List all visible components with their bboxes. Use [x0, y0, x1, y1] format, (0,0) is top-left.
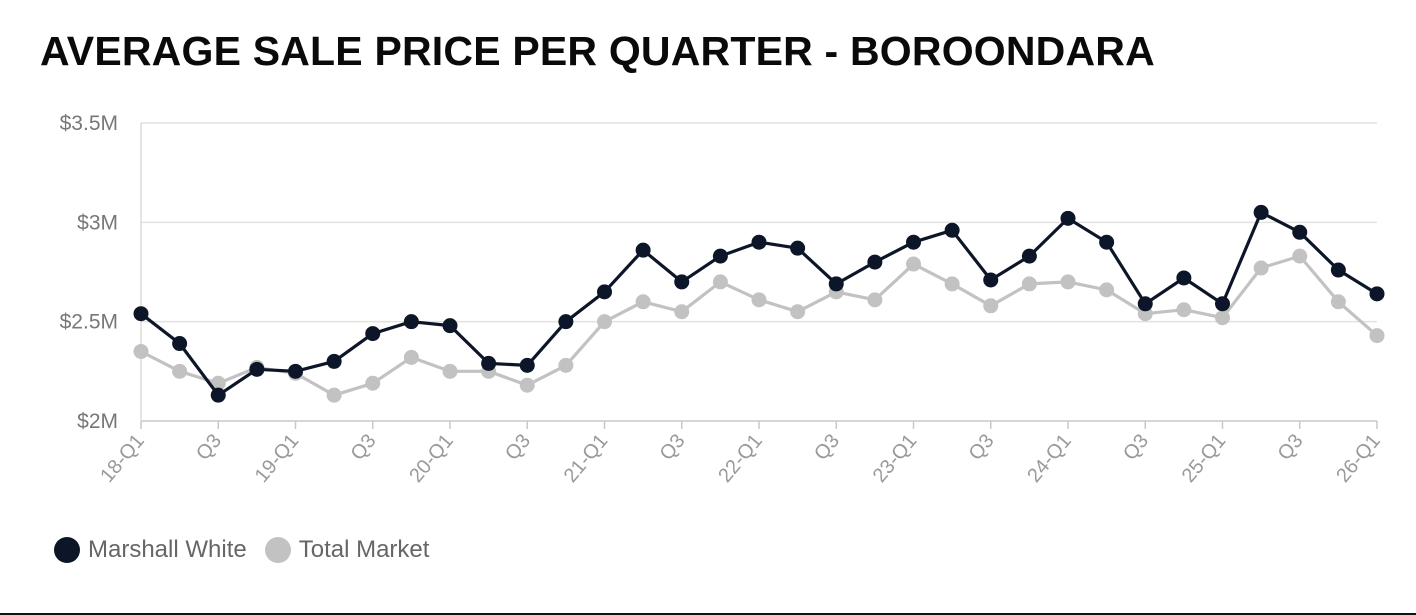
- data-point-total-market: [906, 256, 921, 272]
- legend: Marshall White Total Market: [54, 536, 429, 564]
- bottom-divider: [0, 613, 1416, 615]
- data-point-marshall-white: [828, 276, 844, 292]
- data-point-total-market: [1176, 302, 1192, 318]
- data-point-marshall-white: [519, 357, 535, 373]
- data-point-total-market: [635, 294, 651, 310]
- data-point-total-market: [519, 377, 535, 393]
- data-point-total-market: [1292, 248, 1308, 264]
- data-point-total-market: [674, 304, 690, 320]
- x-tick-label: Q3: [656, 430, 690, 465]
- series-total-market: [133, 248, 1385, 403]
- data-point-total-market: [1369, 328, 1385, 344]
- x-tick-label: Q3: [1274, 430, 1308, 465]
- legend-item-total-market: Total Market: [264, 536, 430, 564]
- data-point-marshall-white: [210, 387, 226, 403]
- chart-title: AVERAGE SALE PRICE PER QUARTER - BOROOND…: [40, 28, 1155, 74]
- data-point-marshall-white: [172, 336, 188, 352]
- y-tick-label: $3M: [77, 211, 118, 234]
- data-point-total-market: [1099, 282, 1115, 298]
- data-point-marshall-white: [365, 326, 381, 342]
- data-point-total-market: [1060, 274, 1076, 290]
- data-point-marshall-white: [867, 254, 883, 270]
- x-axis: 18-Q1 Q3 19-Q1 Q3 20-Q1 Q3 21-Q1 Q3 22-Q1 Q3 23-Q1…: [96, 421, 1385, 487]
- data-point-marshall-white: [133, 306, 149, 322]
- data-point-total-market: [983, 298, 999, 314]
- data-point-marshall-white: [751, 234, 767, 250]
- series-line-total-market: [140, 254, 1379, 397]
- x-tick-label: Q3: [192, 430, 226, 465]
- data-point-marshall-white: [983, 272, 999, 288]
- data-point-marshall-white: [249, 361, 265, 377]
- data-point-total-market: [326, 387, 342, 403]
- data-point-total-market: [1330, 294, 1346, 310]
- data-point-marshall-white: [944, 222, 960, 238]
- data-point-total-market: [1253, 260, 1269, 276]
- data-point-total-market: [712, 274, 728, 290]
- data-point-marshall-white: [1330, 262, 1346, 278]
- data-point-total-market: [790, 304, 806, 320]
- data-point-marshall-white: [1176, 270, 1192, 286]
- data-point-marshall-white: [1215, 296, 1230, 312]
- x-tick-label: 18-Q1: [96, 430, 149, 487]
- legend-swatch-total-market: [264, 537, 291, 563]
- data-point-marshall-white: [1099, 234, 1115, 250]
- y-tick-label: $3.5M: [60, 112, 118, 135]
- x-tick-label: 20-Q1: [405, 430, 458, 487]
- x-tick-label: 22-Q1: [714, 430, 767, 487]
- data-point-marshall-white: [635, 242, 651, 258]
- data-point-marshall-white: [403, 314, 419, 330]
- series-layer: [133, 204, 1385, 403]
- data-point-total-market: [365, 375, 381, 391]
- y-tick-label: $2.5M: [60, 311, 118, 334]
- legend-item-marshall-white: Marshall White: [54, 536, 247, 564]
- x-tick-label: Q3: [501, 430, 535, 465]
- x-tick-label: Q3: [347, 430, 381, 465]
- data-point-marshall-white: [1060, 210, 1076, 226]
- y-tick-label: $2M: [77, 410, 118, 433]
- x-tick-label: 24-Q1: [1023, 430, 1076, 487]
- data-point-marshall-white: [597, 284, 612, 300]
- data-point-total-market: [944, 276, 960, 292]
- data-point-marshall-white: [712, 248, 728, 264]
- data-point-marshall-white: [1369, 286, 1385, 302]
- legend-swatch-marshall-white: [54, 537, 80, 563]
- data-point-marshall-white: [790, 240, 806, 256]
- data-point-marshall-white: [1292, 224, 1308, 240]
- x-tick-label: Q3: [965, 430, 999, 465]
- data-point-marshall-white: [674, 274, 690, 290]
- grid-lines: [140, 122, 1377, 422]
- data-point-marshall-white: [326, 353, 342, 369]
- data-point-marshall-white: [1253, 204, 1269, 220]
- x-tick-label: 19-Q1: [251, 430, 304, 487]
- data-point-total-market: [1021, 276, 1037, 292]
- data-point-total-market: [867, 292, 883, 308]
- data-point-marshall-white: [558, 314, 574, 330]
- x-tick-label: 21-Q1: [560, 430, 613, 487]
- data-point-total-market: [597, 314, 612, 330]
- series-marshall-white: [133, 204, 1385, 403]
- x-tick-label: 23-Q1: [869, 430, 922, 487]
- x-tick-label: 25-Q1: [1178, 430, 1231, 487]
- data-point-marshall-white: [1137, 296, 1153, 312]
- data-point-total-market: [751, 292, 767, 308]
- data-point-total-market: [442, 363, 458, 379]
- data-point-total-market: [133, 343, 149, 359]
- x-tick-label: 26-Q1: [1332, 430, 1385, 487]
- y-axis: $3.5M $3M $2.5M $2M: [60, 112, 118, 433]
- data-point-total-market: [210, 375, 226, 391]
- data-point-marshall-white: [1021, 248, 1037, 264]
- data-point-marshall-white: [288, 363, 303, 379]
- legend-label-marshall-white: Marshall White: [88, 536, 247, 563]
- legend-label-total-market: Total Market: [298, 536, 430, 563]
- x-tick-label: Q3: [1119, 430, 1153, 465]
- x-tick-label: Q3: [810, 430, 844, 465]
- data-point-total-market: [1215, 310, 1230, 326]
- data-point-total-market: [403, 349, 419, 365]
- data-point-marshall-white: [906, 234, 921, 250]
- data-point-marshall-white: [481, 355, 497, 371]
- data-point-total-market: [172, 363, 188, 379]
- data-point-marshall-white: [442, 318, 458, 334]
- data-point-total-market: [558, 357, 574, 373]
